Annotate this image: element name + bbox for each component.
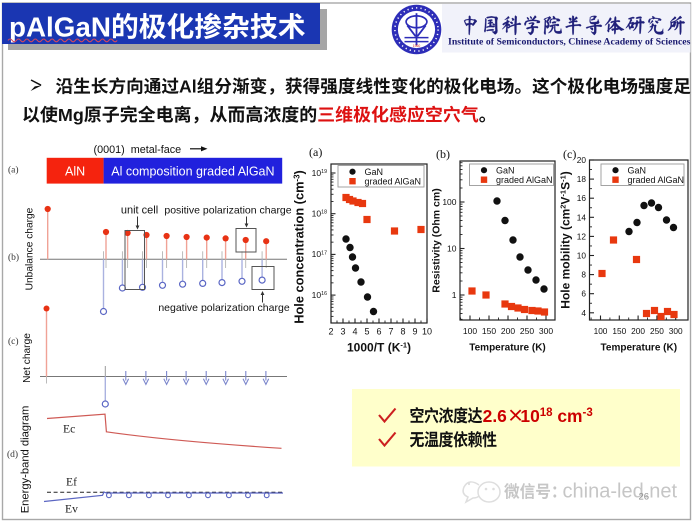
svg-text:100: 100 bbox=[594, 326, 608, 336]
svg-text:4: 4 bbox=[352, 327, 357, 337]
svg-text:Energy-band diagram: Energy-band diagram bbox=[20, 406, 32, 514]
svg-text:300: 300 bbox=[669, 326, 683, 336]
svg-text:unit cell: unit cell bbox=[121, 205, 158, 217]
svg-text:positive polarization charge: positive polarization charge bbox=[164, 205, 291, 217]
svg-text:Temperature (K): Temperature (K) bbox=[601, 343, 678, 354]
svg-text:(a): (a) bbox=[8, 165, 19, 176]
svg-text:4: 4 bbox=[581, 308, 586, 318]
svg-text:150: 150 bbox=[612, 326, 626, 336]
svg-text:3: 3 bbox=[340, 327, 345, 337]
svg-text:Net charge: Net charge bbox=[22, 333, 33, 383]
svg-text:(b): (b) bbox=[436, 147, 450, 161]
svg-text:200: 200 bbox=[631, 326, 645, 336]
svg-text:negative polarization charge: negative polarization charge bbox=[158, 302, 289, 314]
svg-text:100: 100 bbox=[442, 197, 456, 207]
svg-text:18: 18 bbox=[577, 174, 587, 184]
svg-text:6: 6 bbox=[581, 289, 586, 299]
svg-text:10: 10 bbox=[422, 327, 432, 337]
svg-text:Ev: Ev bbox=[65, 503, 78, 516]
svg-text:7: 7 bbox=[388, 327, 393, 337]
svg-text:(d): (d) bbox=[7, 449, 18, 460]
svg-text:graded AlGaN: graded AlGaN bbox=[496, 175, 553, 185]
svg-text:1016​: 1016​ bbox=[312, 290, 327, 300]
svg-text:1000/T (K-1​): 1000/T (K-1​) bbox=[347, 341, 411, 355]
svg-text:1: 1 bbox=[452, 290, 457, 300]
svg-text:1017​: 1017​ bbox=[312, 249, 327, 259]
svg-text:1960: 1960 bbox=[413, 44, 421, 48]
svg-text:1018 cm-3: 1018 cm-3 bbox=[520, 406, 592, 426]
svg-text:(a): (a) bbox=[309, 145, 322, 159]
svg-text:8: 8 bbox=[581, 270, 586, 280]
svg-text:Institute of Semiconductors, C: Institute of Semiconductors, Chinese Aca… bbox=[448, 37, 691, 48]
svg-text:150: 150 bbox=[482, 326, 496, 336]
svg-text:100: 100 bbox=[463, 326, 477, 336]
svg-text:(b): (b) bbox=[8, 252, 19, 263]
svg-text:8: 8 bbox=[400, 327, 405, 337]
svg-text:(0001) metal-face: (0001) metal-face bbox=[94, 144, 182, 156]
svg-text:GaN: GaN bbox=[496, 166, 515, 176]
svg-text:16: 16 bbox=[577, 193, 587, 203]
svg-text:Al composition graded AlGaN: Al composition graded AlGaN bbox=[111, 165, 274, 179]
svg-text:Al: Al bbox=[179, 77, 197, 97]
svg-text:6: 6 bbox=[376, 327, 381, 337]
svg-text:AlN: AlN bbox=[65, 165, 85, 179]
svg-text:GaN: GaN bbox=[365, 167, 384, 177]
svg-text:graded AlGaN: graded AlGaN bbox=[365, 177, 422, 187]
svg-text:Hole concentration (cm-3​): Hole concentration (cm-3​) bbox=[292, 170, 307, 324]
svg-text:12: 12 bbox=[577, 231, 587, 241]
svg-text:Ec: Ec bbox=[63, 423, 75, 436]
svg-text:2: 2 bbox=[328, 327, 333, 337]
svg-text:10: 10 bbox=[577, 251, 587, 261]
svg-text:Resistivity (Ohm cm): Resistivity (Ohm cm) bbox=[431, 188, 443, 292]
svg-text:china-led.net: china-led.net bbox=[563, 481, 678, 503]
svg-text:2.6: 2.6 bbox=[483, 406, 508, 426]
svg-text:200: 200 bbox=[501, 326, 515, 336]
svg-text:9: 9 bbox=[412, 327, 417, 337]
svg-text:(c): (c) bbox=[8, 336, 19, 347]
svg-text:300: 300 bbox=[539, 326, 553, 336]
svg-text:5: 5 bbox=[364, 327, 369, 337]
svg-text:Unbalance charge: Unbalance charge bbox=[25, 207, 36, 290]
svg-text:26: 26 bbox=[639, 492, 650, 503]
svg-text:1019​: 1019​ bbox=[312, 168, 327, 178]
svg-text:1018​: 1018​ bbox=[312, 209, 327, 219]
svg-text:Ef: Ef bbox=[66, 476, 77, 489]
svg-text:Temperature (K): Temperature (K) bbox=[469, 343, 546, 354]
svg-text:250: 250 bbox=[520, 326, 534, 336]
svg-text:250: 250 bbox=[650, 326, 664, 336]
svg-text:14: 14 bbox=[577, 212, 587, 222]
svg-text:Mg: Mg bbox=[58, 105, 84, 125]
svg-text:10: 10 bbox=[447, 244, 457, 254]
svg-text:GaN: GaN bbox=[628, 166, 647, 176]
svg-text:20: 20 bbox=[577, 155, 587, 165]
svg-text:graded AlGaN: graded AlGaN bbox=[628, 175, 685, 185]
svg-text:(c): (c) bbox=[563, 147, 576, 161]
svg-text:pAlGaN: pAlGaN bbox=[9, 12, 111, 43]
